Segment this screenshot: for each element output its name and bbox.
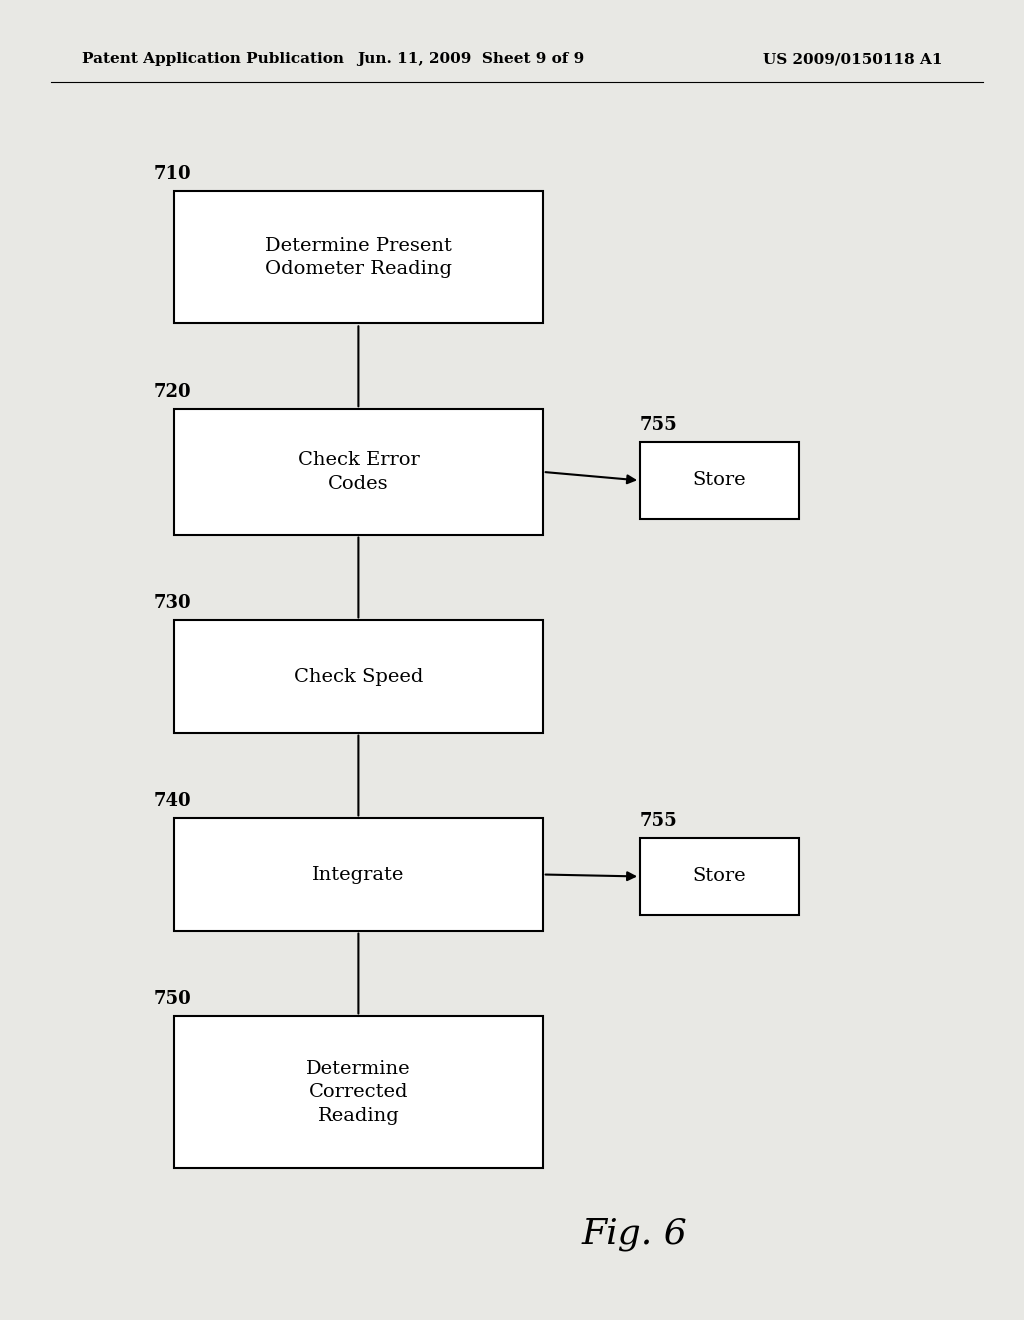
- FancyBboxPatch shape: [174, 818, 543, 931]
- Text: 750: 750: [154, 990, 191, 1008]
- Text: Fig. 6: Fig. 6: [582, 1217, 688, 1251]
- FancyBboxPatch shape: [174, 409, 543, 535]
- Text: 720: 720: [154, 383, 191, 401]
- Text: 710: 710: [154, 165, 191, 183]
- Text: Patent Application Publication: Patent Application Publication: [82, 53, 344, 66]
- FancyBboxPatch shape: [174, 1016, 543, 1168]
- Text: 740: 740: [154, 792, 191, 810]
- Text: Store: Store: [692, 471, 746, 490]
- Text: 755: 755: [640, 416, 678, 434]
- FancyBboxPatch shape: [640, 838, 799, 915]
- FancyBboxPatch shape: [174, 191, 543, 323]
- Text: 730: 730: [154, 594, 191, 612]
- Text: Check Speed: Check Speed: [294, 668, 423, 685]
- Text: 755: 755: [640, 812, 678, 830]
- FancyBboxPatch shape: [174, 620, 543, 733]
- Text: Jun. 11, 2009  Sheet 9 of 9: Jun. 11, 2009 Sheet 9 of 9: [357, 53, 585, 66]
- Text: Integrate: Integrate: [312, 866, 404, 883]
- Text: Store: Store: [692, 867, 746, 886]
- Text: Check Error
Codes: Check Error Codes: [298, 451, 419, 492]
- Text: US 2009/0150118 A1: US 2009/0150118 A1: [763, 53, 942, 66]
- Text: Determine
Corrected
Reading: Determine Corrected Reading: [306, 1060, 411, 1125]
- FancyBboxPatch shape: [640, 442, 799, 519]
- Text: Determine Present
Odometer Reading: Determine Present Odometer Reading: [265, 236, 452, 279]
